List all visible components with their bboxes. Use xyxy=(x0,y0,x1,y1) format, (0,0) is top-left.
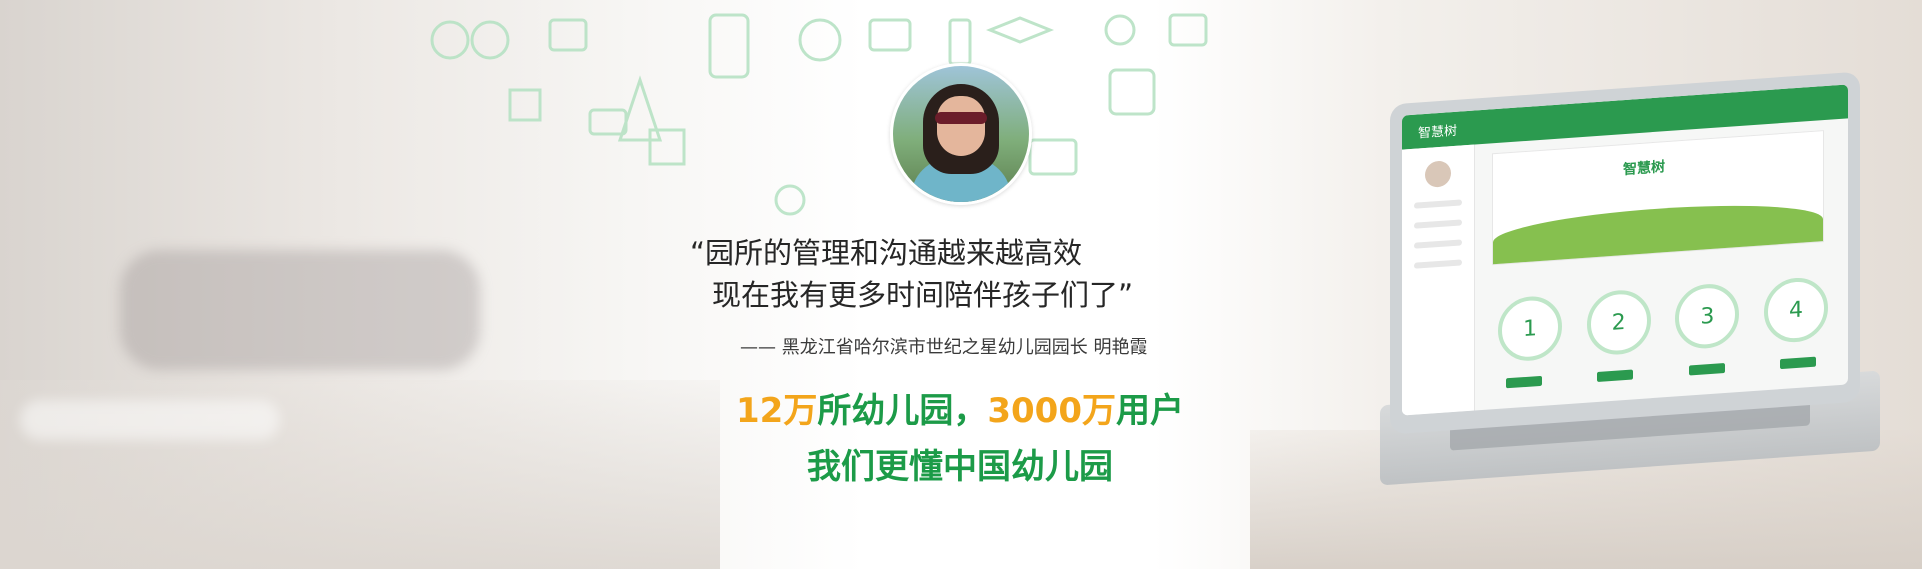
layers-icon xyxy=(985,16,1055,44)
sidebar-row xyxy=(1414,219,1462,229)
headline: 12万所幼儿园，3000万用户 我们更懂中国幼儿园 xyxy=(680,383,1240,495)
avatar xyxy=(1425,160,1451,188)
facebook-icon xyxy=(948,18,972,66)
app-card-brand: 智慧树 xyxy=(1623,159,1665,179)
vip-ticket-icon xyxy=(588,108,628,136)
phone-icon xyxy=(708,13,750,79)
testimonial-attribution: —— 黑龙江省哈尔滨市世纪之星幼儿园园长 明艳霞 xyxy=(740,337,1148,358)
avatar-face xyxy=(937,96,985,156)
laptop-lid: 智慧树 智慧树 1 2 3 4 xyxy=(1390,71,1860,435)
laptop-screen: 智慧树 智慧树 1 2 3 4 xyxy=(1402,84,1848,416)
sidebar-row xyxy=(1414,239,1462,249)
tree-icon xyxy=(617,75,663,142)
app-sidebar xyxy=(1402,144,1475,416)
step-button xyxy=(1779,356,1816,370)
testimonial-quote: “园所的管理和沟通越来越高效 现在我有更多时间陪伴孩子们了” xyxy=(690,232,1250,316)
picture-icon xyxy=(1028,138,1078,176)
step-button xyxy=(1506,375,1542,389)
landscape-illustration xyxy=(1493,197,1823,265)
step-circle: 2 xyxy=(1586,288,1651,357)
step-circle: 3 xyxy=(1675,282,1740,351)
app-step-buttons xyxy=(1506,356,1816,389)
step-circle: 1 xyxy=(1498,294,1562,363)
linkedin-icon xyxy=(648,128,686,166)
sidebar-row xyxy=(1414,199,1462,209)
tc-icon xyxy=(868,18,912,52)
dropbox-icon xyxy=(508,88,542,122)
glasses-icon xyxy=(1108,68,1156,116)
kindergarten-count: 12万 xyxy=(736,391,818,431)
step-circle: 4 xyxy=(1763,275,1828,345)
quote-line-2: 现在我有更多时间陪伴孩子们了” xyxy=(712,278,1134,312)
cable-blur xyxy=(20,400,280,440)
glasses-icon xyxy=(470,20,510,60)
headphones-blur xyxy=(120,250,480,370)
app-steps: 1 2 3 4 xyxy=(1498,275,1828,363)
headline-line-1: 12万所幼儿园，3000万用户 xyxy=(680,383,1240,439)
laptop-mockup: 智慧树 智慧树 1 2 3 4 xyxy=(1380,71,1880,488)
step-button xyxy=(1688,363,1725,376)
glasses-icon xyxy=(430,20,470,60)
apple-icon xyxy=(798,18,842,62)
avatar-sunglasses xyxy=(935,112,987,124)
search-icon xyxy=(1104,14,1136,46)
step-button xyxy=(1597,369,1634,382)
principal-avatar xyxy=(890,63,1032,205)
quote-line-1: “园所的管理和沟通越来越高效 xyxy=(690,236,1083,270)
tc-icon xyxy=(1168,13,1208,47)
cloud-icon xyxy=(774,184,806,216)
app-logo: 智慧树 xyxy=(1418,123,1458,141)
user-label: 用户 xyxy=(1115,391,1184,431)
headline-line-2: 我们更懂中国幼儿园 xyxy=(807,447,1113,487)
share-icon xyxy=(548,18,588,52)
app-welcome-card: 智慧树 xyxy=(1492,130,1824,266)
kindergarten-label: 所幼儿园， xyxy=(817,391,988,431)
sidebar-row xyxy=(1414,259,1462,269)
user-count: 3000万 xyxy=(987,391,1116,431)
